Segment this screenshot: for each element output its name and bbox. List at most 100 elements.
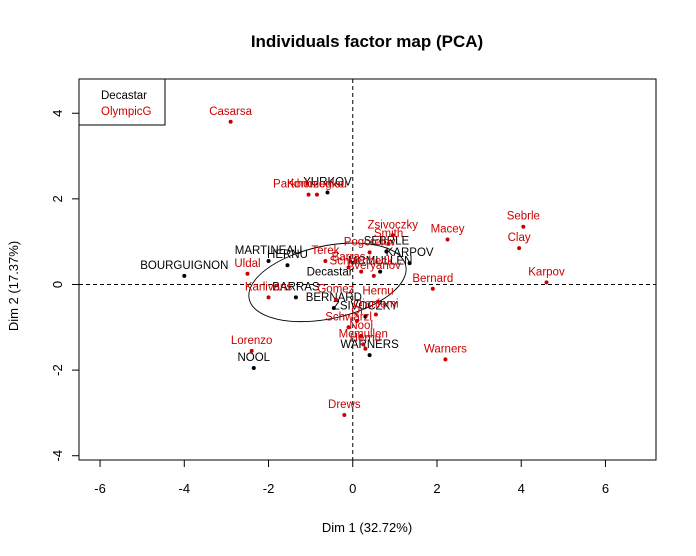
confidence-ellipse (248, 242, 407, 323)
data-point (445, 237, 450, 242)
data-point (517, 246, 522, 251)
data-point (443, 357, 448, 362)
legend-entry: Decastar (101, 90, 147, 102)
data-point (266, 295, 271, 300)
x-tick-label: -6 (94, 481, 106, 496)
point-label: Parkhomenko (273, 179, 344, 191)
point-label: Mcmullen (339, 328, 388, 340)
data-point (363, 346, 368, 351)
data-point (293, 295, 298, 300)
data-point (182, 273, 187, 278)
point-label: HERNU (267, 249, 308, 261)
data-point (228, 119, 233, 124)
data-point (346, 265, 351, 270)
data-point (325, 190, 330, 195)
point-label: Schoenbeck (330, 256, 394, 268)
y-tick-label: -4 (50, 450, 65, 462)
data-point (373, 312, 378, 317)
point-label: Hernu (350, 333, 381, 345)
data-point (521, 224, 526, 229)
data-point (367, 250, 372, 255)
point-label: Drews (328, 399, 361, 411)
data-point (386, 241, 391, 246)
point-label: Averyanov (347, 260, 401, 272)
x-tick-label: 0 (349, 481, 356, 496)
point-label: Schwarzl (325, 311, 372, 323)
y-tick-label: 0 (50, 281, 65, 288)
point-label: YURKOV (303, 176, 352, 188)
chart-title: Individuals factor map (PCA) (251, 32, 483, 51)
data-point (333, 297, 338, 302)
point-label: Warners (424, 343, 467, 355)
y-axis-label: Dim 2 (17.37%) (6, 241, 21, 331)
data-point (249, 348, 254, 353)
point-label: Clay (508, 232, 531, 244)
x-tick-label: 2 (433, 481, 440, 496)
point-label: Sebrle (507, 211, 540, 223)
point-label: Lorenzo (231, 335, 273, 347)
point-label: SEBRLE (364, 236, 410, 248)
data-point (285, 263, 290, 268)
point-label: NOOL (237, 352, 270, 364)
point-label: MCMULLEN (348, 256, 413, 268)
point-label: Gomez (317, 283, 354, 295)
data-point (361, 342, 366, 347)
legend-box (78, 78, 166, 126)
x-tick-label: -2 (263, 481, 275, 496)
data-point (266, 258, 271, 263)
y-tick-label: -2 (50, 364, 65, 376)
point-label: Smith (374, 228, 403, 240)
legend-entry: OlympicG (101, 106, 152, 118)
point-label: Casarsa (209, 106, 252, 118)
x-tick-label: 6 (602, 481, 609, 496)
point-label: KARPOV (386, 247, 434, 259)
data-point (359, 333, 364, 338)
point-label: Ojaniemi (353, 298, 398, 310)
point-label: Pogorelov (344, 236, 396, 248)
point-label: BERNARD (306, 292, 362, 304)
data-point (430, 286, 435, 291)
point-label: Bernard (412, 273, 453, 285)
data-point (407, 261, 412, 266)
point-label: Macey (431, 224, 465, 236)
point-label: WARNERS (340, 339, 399, 351)
y-tick-label: 2 (50, 195, 65, 202)
data-point (314, 192, 319, 197)
x-axis-label: Dim 1 (32.72%) (322, 520, 412, 535)
point-label: Nool (349, 320, 373, 332)
data-point (331, 306, 336, 311)
x-tick-label: 4 (518, 481, 525, 496)
data-point (376, 299, 381, 304)
x-tick-label: -4 (179, 481, 191, 496)
point-label: Korkizoglou (287, 179, 347, 191)
data-point (390, 233, 395, 238)
data-point (323, 258, 328, 263)
point-label: Uldal (234, 258, 260, 270)
data-point (371, 273, 376, 278)
point-label: BARRAS (272, 281, 320, 293)
point-label: ZSIVOCZKY (333, 301, 399, 313)
data-point (342, 413, 347, 418)
data-point (378, 269, 383, 274)
point-label: Qi (351, 305, 363, 317)
axes-layer: -6 -4 -2 0 2 4 6 -4 -2 0 2 4 (50, 79, 656, 496)
data-point (251, 365, 256, 370)
point-label: Karlivans (245, 281, 293, 293)
data-point (359, 269, 364, 274)
point-label: Hernu (362, 286, 393, 298)
point-label: Terek (311, 245, 339, 257)
point-label: Barras (332, 251, 366, 263)
data-point (354, 318, 359, 323)
confidence-ellipse-layer: Decastar (248, 242, 407, 323)
data-point (363, 314, 368, 319)
ellipse-label: Decastar (307, 266, 353, 278)
data-point (367, 353, 372, 358)
legend: Decastar OlympicG (78, 78, 166, 126)
data-point (346, 325, 351, 330)
point-label: BOURGUIGNON (140, 260, 228, 272)
point-label: Karpov (528, 266, 565, 278)
data-point (306, 192, 311, 197)
y-tick-label: 4 (50, 110, 65, 117)
